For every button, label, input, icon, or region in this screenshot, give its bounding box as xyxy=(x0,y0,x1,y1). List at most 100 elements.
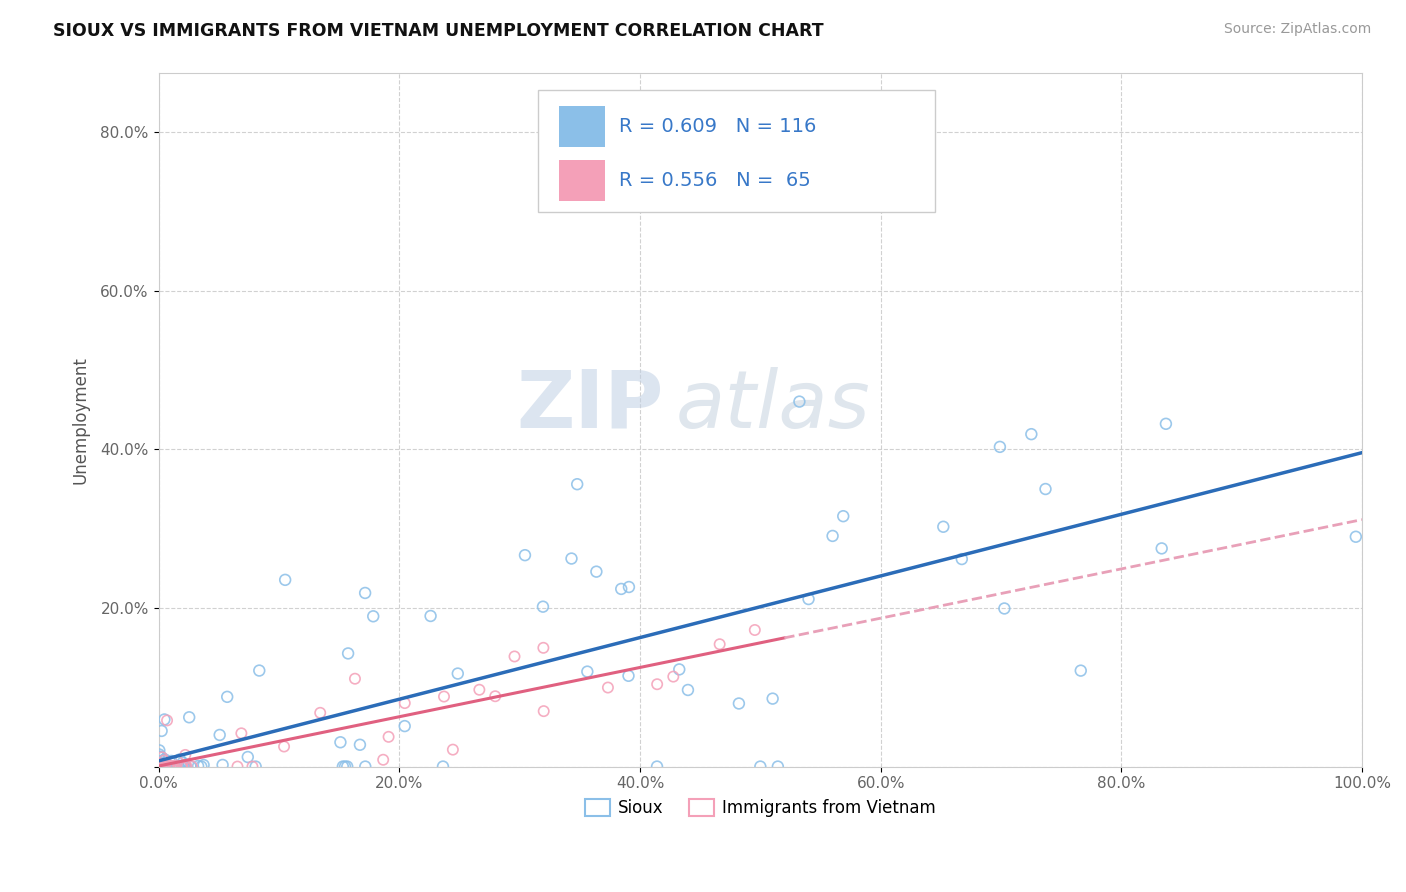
Point xyxy=(148,758,170,772)
Point xyxy=(247,664,270,678)
Point xyxy=(150,759,173,773)
Point xyxy=(148,759,170,773)
Point xyxy=(354,586,377,600)
Point xyxy=(337,647,360,661)
Point xyxy=(645,759,668,773)
Point xyxy=(174,759,197,773)
Point xyxy=(993,601,1015,615)
Point xyxy=(208,728,231,742)
Point xyxy=(373,753,395,767)
Point xyxy=(645,677,668,691)
Text: atlas: atlas xyxy=(676,367,870,445)
Point xyxy=(988,440,1011,454)
Point xyxy=(533,704,555,718)
Point xyxy=(148,759,170,773)
Point xyxy=(160,759,183,773)
Point xyxy=(148,756,170,771)
Point xyxy=(152,759,174,773)
Point xyxy=(1150,541,1173,556)
Point xyxy=(329,735,352,749)
Text: R = 0.609   N = 116: R = 0.609 N = 116 xyxy=(620,117,817,136)
Text: ZIP: ZIP xyxy=(517,367,664,445)
Point xyxy=(513,548,536,562)
Point xyxy=(155,759,177,773)
Point xyxy=(242,759,264,773)
Point xyxy=(157,759,180,773)
Point xyxy=(160,759,183,773)
Point xyxy=(179,710,201,724)
Point xyxy=(245,759,267,773)
Point xyxy=(148,759,170,773)
Text: R = 0.556   N =  65: R = 0.556 N = 65 xyxy=(620,171,811,190)
Point xyxy=(159,758,181,772)
Point xyxy=(797,592,820,607)
Point xyxy=(150,759,173,773)
Point xyxy=(149,758,172,772)
Point xyxy=(148,759,170,773)
Point xyxy=(174,759,197,773)
Point xyxy=(149,759,172,773)
Point xyxy=(832,509,855,524)
Point xyxy=(441,742,464,756)
Point xyxy=(148,759,170,773)
Point xyxy=(150,759,173,773)
Point xyxy=(187,759,209,773)
Point xyxy=(148,759,170,773)
Point xyxy=(354,759,377,773)
Point xyxy=(148,755,170,769)
Point xyxy=(153,754,176,768)
Point xyxy=(148,759,170,773)
Point xyxy=(148,759,170,773)
Point xyxy=(576,665,599,679)
Point xyxy=(157,759,180,773)
Point xyxy=(728,697,751,711)
Point xyxy=(174,759,197,773)
Point xyxy=(744,623,766,637)
Point xyxy=(148,758,170,772)
Point xyxy=(163,759,186,773)
Point xyxy=(1021,427,1043,442)
Point xyxy=(152,759,174,773)
Point xyxy=(165,759,187,773)
Point xyxy=(336,759,359,773)
Point xyxy=(173,759,195,773)
Point xyxy=(166,759,188,773)
Text: Source: ZipAtlas.com: Source: ZipAtlas.com xyxy=(1223,22,1371,37)
Point xyxy=(153,754,176,768)
Point xyxy=(148,743,170,757)
Point xyxy=(150,750,173,764)
FancyBboxPatch shape xyxy=(537,90,935,211)
Point xyxy=(309,706,332,720)
Point xyxy=(950,552,973,566)
Point xyxy=(749,759,772,773)
Point xyxy=(789,394,811,409)
Point xyxy=(394,719,416,733)
Point xyxy=(150,758,173,772)
Point xyxy=(152,759,174,773)
Point xyxy=(149,759,172,773)
Point xyxy=(333,759,356,773)
Point xyxy=(153,759,176,773)
Point xyxy=(531,640,554,655)
Point xyxy=(484,690,506,704)
Point xyxy=(432,759,454,773)
Point xyxy=(217,690,239,704)
Point xyxy=(148,758,170,772)
Point xyxy=(173,758,195,772)
Point xyxy=(211,758,233,772)
Point xyxy=(150,759,173,773)
Point xyxy=(157,759,180,773)
Point xyxy=(332,759,354,773)
Point xyxy=(149,759,172,773)
Point xyxy=(662,670,685,684)
Point xyxy=(617,580,640,594)
FancyBboxPatch shape xyxy=(560,160,605,202)
Point xyxy=(193,758,215,772)
Point xyxy=(157,759,180,773)
Point xyxy=(170,759,193,773)
Point xyxy=(676,683,699,698)
Point xyxy=(1154,417,1177,431)
Point xyxy=(148,747,170,762)
Point xyxy=(148,759,170,773)
Point xyxy=(394,696,416,710)
